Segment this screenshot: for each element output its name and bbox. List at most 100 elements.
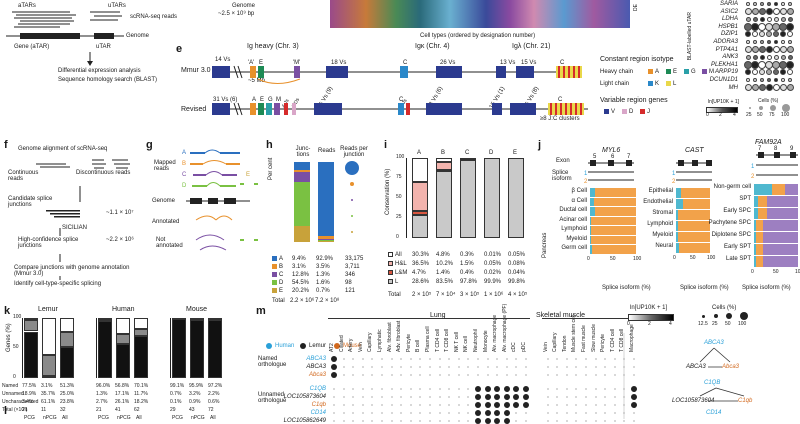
m-dot bbox=[333, 420, 335, 422]
m-dot bbox=[381, 420, 383, 422]
m-dot bbox=[438, 374, 441, 376]
m-dot bbox=[613, 404, 616, 406]
gene-dot bbox=[745, 54, 751, 60]
j-fam-bar bbox=[754, 232, 757, 243]
m-dot bbox=[631, 386, 637, 392]
gene-dot bbox=[767, 2, 771, 6]
m-dot bbox=[503, 402, 510, 408]
m-dot bbox=[457, 396, 460, 398]
j-myl6-bar bbox=[594, 188, 636, 197]
m-dot bbox=[475, 410, 481, 416]
m-dot bbox=[546, 366, 549, 368]
j-xlabel-3: Splice isoform (%) bbox=[742, 285, 791, 291]
igl-title: Igλ (Chr. 21) bbox=[512, 43, 551, 50]
tri2-mouse: C1qb bbox=[738, 398, 753, 404]
gene-name: ARPP19 bbox=[714, 69, 738, 76]
i-row-value: 4.8% bbox=[436, 252, 450, 258]
m-dot bbox=[503, 394, 510, 400]
m-dot bbox=[477, 374, 479, 376]
m-dot bbox=[381, 396, 383, 398]
j-fam-bar bbox=[784, 184, 798, 195]
gene-dot bbox=[765, 8, 773, 16]
j-cast-bar bbox=[677, 221, 710, 231]
i-total-value: 3 × 10⁵ bbox=[460, 292, 480, 298]
i-category: D bbox=[489, 150, 494, 156]
m-dot bbox=[613, 366, 616, 368]
m-dot bbox=[429, 420, 431, 422]
m-lung-bracket bbox=[328, 318, 530, 319]
i-bar-segment bbox=[412, 158, 428, 183]
m-dot bbox=[623, 396, 626, 398]
i-bar-segment bbox=[508, 158, 524, 238]
gene-dot bbox=[744, 8, 752, 16]
k-cell-value: 61.1% bbox=[41, 399, 56, 405]
legend-mouse: Mouse bbox=[343, 343, 362, 349]
m-dot bbox=[333, 388, 335, 390]
m-dot bbox=[457, 366, 460, 368]
top-legend-tick-0: 0 bbox=[706, 112, 709, 118]
gene-dot bbox=[788, 2, 792, 6]
m-cells-dot-50 bbox=[726, 313, 732, 319]
gene-dot bbox=[773, 69, 779, 76]
m-dot bbox=[613, 420, 616, 422]
m-dot bbox=[565, 412, 568, 414]
gene-dot bbox=[779, 84, 787, 92]
tri2-lemur: LOC105873604 bbox=[672, 398, 715, 404]
gene-dot bbox=[751, 46, 759, 54]
m-dot bbox=[594, 396, 597, 398]
j-gene-fam92a: FAM92A bbox=[755, 139, 782, 146]
h-bar-segment bbox=[294, 162, 310, 170]
m-dot bbox=[400, 358, 403, 360]
m-dot bbox=[477, 358, 479, 360]
i-key-swatch bbox=[388, 270, 393, 275]
m-dot bbox=[565, 358, 568, 360]
m-dot bbox=[409, 404, 412, 406]
m-dot bbox=[352, 374, 355, 376]
j-fam-label: Late SPT bbox=[725, 256, 751, 262]
gene-name: PTP4A1 bbox=[715, 46, 738, 53]
gene-dot bbox=[766, 31, 772, 38]
m-dot bbox=[409, 358, 412, 360]
h-bar-segment bbox=[318, 236, 334, 240]
k-cell-value: 0.9% bbox=[189, 399, 201, 405]
k-cell-value: 18.9% bbox=[22, 391, 37, 397]
m-dot bbox=[409, 396, 412, 398]
h-row-reads: 0.7% bbox=[316, 288, 330, 294]
m-dot bbox=[546, 412, 549, 414]
h-row-reads: 1.3% bbox=[316, 272, 330, 278]
m-dot bbox=[523, 394, 529, 400]
j-cast-bar bbox=[679, 243, 710, 253]
m-dot bbox=[604, 404, 607, 406]
m-dot bbox=[429, 358, 431, 360]
rev-e: E bbox=[260, 97, 265, 103]
m-dot bbox=[448, 420, 451, 422]
m-dot bbox=[633, 358, 635, 360]
j-fam-label: Early SPC bbox=[723, 208, 751, 214]
h-row-rpj: 346 bbox=[345, 272, 356, 278]
gene-name: LDHA bbox=[721, 16, 738, 23]
m-dot bbox=[371, 420, 374, 422]
m-dot bbox=[352, 358, 355, 360]
utars-label: uTARs bbox=[108, 3, 126, 9]
gene-dot bbox=[759, 69, 765, 76]
gene-dot bbox=[752, 69, 758, 76]
genome-size-value: ~2.5 × 10⁹ bp bbox=[218, 11, 255, 17]
j-fam-label: Early SPT bbox=[723, 244, 751, 250]
j-fam-xtick: 100 bbox=[795, 269, 800, 275]
gene-dot bbox=[781, 78, 785, 82]
i-row-value: 0.01% bbox=[484, 252, 502, 258]
m-dot bbox=[419, 420, 422, 422]
k-xcat: All bbox=[62, 415, 68, 421]
gene-dot bbox=[788, 78, 792, 82]
gene-dot bbox=[787, 54, 793, 60]
i-row-value: 0.02% bbox=[484, 270, 502, 276]
m-dot bbox=[565, 396, 568, 398]
m-dot bbox=[575, 388, 578, 390]
m-dot bbox=[594, 412, 597, 414]
m-dot bbox=[631, 402, 637, 408]
h-total-label: Total bbox=[272, 298, 285, 304]
i-category: C bbox=[465, 150, 470, 156]
gene-dot bbox=[746, 78, 750, 82]
top-cells-tick-50: 50 bbox=[757, 112, 763, 118]
